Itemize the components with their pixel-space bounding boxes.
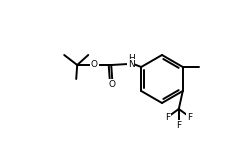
Text: O: O: [109, 80, 116, 88]
Text: F: F: [165, 113, 170, 122]
Text: F: F: [176, 121, 181, 130]
Text: N: N: [128, 60, 135, 69]
Text: H: H: [128, 54, 135, 62]
Text: O: O: [91, 60, 98, 69]
Text: F: F: [187, 113, 192, 122]
